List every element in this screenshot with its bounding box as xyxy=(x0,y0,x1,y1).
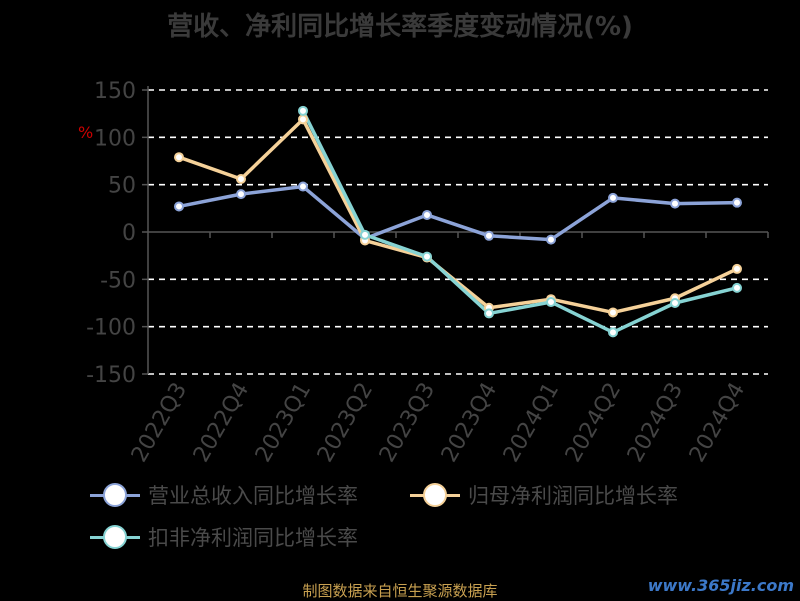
y-axis-label: % xyxy=(78,123,93,142)
data-point xyxy=(732,197,742,208)
data-point xyxy=(236,173,246,184)
data-point xyxy=(732,263,742,274)
y-tick-label: 100 xyxy=(94,126,136,151)
legend-swatch-deducted-profit xyxy=(90,522,140,552)
x-tick-label: 2022Q4 xyxy=(189,379,254,467)
data-points xyxy=(174,105,742,338)
legend-item-revenue[interactable]: 营业总收入同比增长率 xyxy=(90,480,358,510)
data-point xyxy=(670,298,680,308)
legend-item-net-profit[interactable]: 归母净利润同比增长率 xyxy=(410,480,678,510)
data-point xyxy=(174,201,184,212)
data-point xyxy=(546,234,556,245)
data-point xyxy=(422,209,432,220)
y-tick-label: -50 xyxy=(100,268,136,293)
data-point xyxy=(608,307,618,318)
x-tick-label: 2022Q3 xyxy=(127,379,192,467)
y-tick-label: 50 xyxy=(108,174,136,199)
y-tick-label: -100 xyxy=(86,316,136,341)
data-point xyxy=(608,327,618,338)
data-point xyxy=(298,181,308,192)
x-tick-label: 2023Q3 xyxy=(375,379,440,467)
series-line-2 xyxy=(301,110,738,335)
data-point xyxy=(608,192,618,203)
chart-title: 营收、净利同比增长率季度变动情况(%) xyxy=(167,12,633,42)
data-point xyxy=(484,308,494,319)
x-tick-label: 2024Q2 xyxy=(561,379,626,467)
grid-lines xyxy=(148,89,768,375)
legend-label-net-profit: 归母净利润同比增长率 xyxy=(468,484,678,508)
watermark: www.365jiz.com xyxy=(647,576,794,595)
data-point xyxy=(174,152,184,163)
y-tick-label: -150 xyxy=(86,363,136,388)
data-point xyxy=(732,282,742,293)
footer-source: 制图数据来自恒生聚源数据库 xyxy=(302,582,498,600)
legend-item-deducted-profit[interactable]: 扣非净利润同比增长率 xyxy=(90,522,358,552)
axes xyxy=(142,86,769,375)
x-tick-label: 2024Q3 xyxy=(623,379,688,467)
data-point xyxy=(298,114,308,125)
data-point xyxy=(670,198,680,209)
x-tick-label: 2023Q1 xyxy=(251,379,316,467)
series-lines xyxy=(178,110,738,335)
data-point xyxy=(484,230,494,241)
legend-swatch-revenue xyxy=(90,480,140,510)
data-point xyxy=(422,251,432,262)
x-tick-label: 2024Q1 xyxy=(499,379,564,467)
x-tick-label: 2024Q4 xyxy=(685,379,750,467)
legend-swatch-net-profit xyxy=(410,480,460,510)
series-line-0 xyxy=(178,184,738,242)
legend-label-revenue: 营业总收入同比增长率 xyxy=(148,484,358,508)
data-point xyxy=(546,297,556,308)
x-tick-label: 2023Q4 xyxy=(437,379,502,467)
data-point xyxy=(298,105,308,116)
x-tick-label: 2023Q2 xyxy=(313,379,378,467)
data-point xyxy=(236,189,246,200)
y-tick-label: 150 xyxy=(94,79,136,104)
legend-label-deducted-profit: 扣非净利润同比增长率 xyxy=(148,526,358,550)
y-tick-label: 0 xyxy=(122,221,136,246)
data-point xyxy=(360,229,370,240)
